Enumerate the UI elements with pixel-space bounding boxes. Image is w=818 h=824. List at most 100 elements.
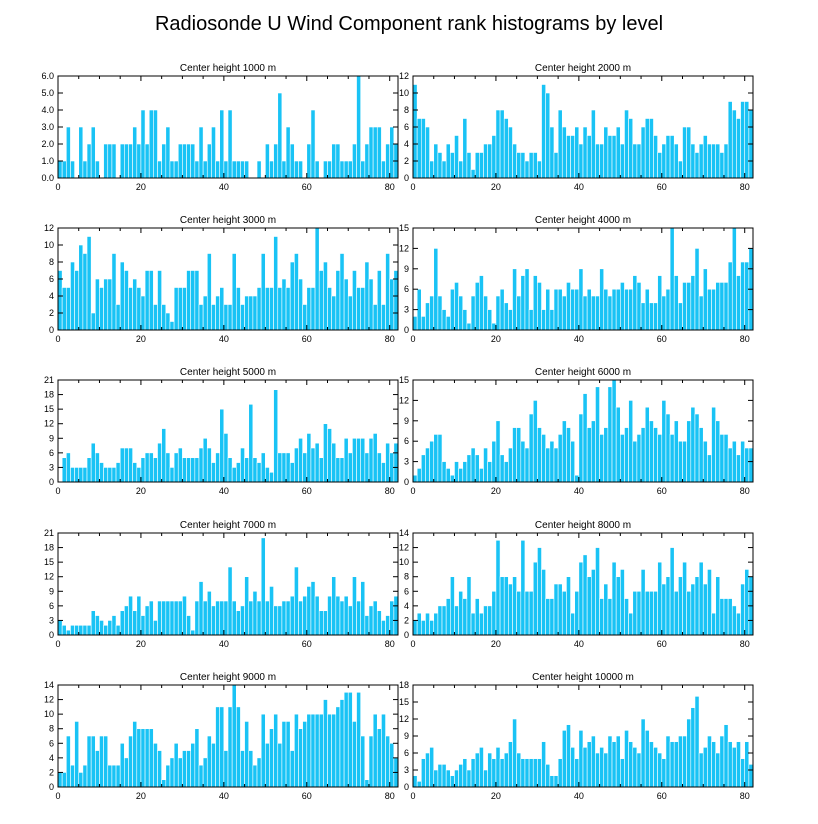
bar <box>335 143 341 179</box>
bar <box>557 288 563 331</box>
bar <box>352 270 357 331</box>
bar <box>607 598 613 636</box>
bar <box>389 742 395 788</box>
bar <box>165 126 171 179</box>
bar <box>182 457 187 483</box>
bar <box>136 467 142 483</box>
y-tick-label: 6 <box>49 448 54 458</box>
bar <box>235 462 241 483</box>
bar <box>82 624 88 636</box>
bar <box>260 537 266 636</box>
panel-title: Center height 9000 m <box>180 672 276 683</box>
bar <box>294 713 299 788</box>
bar <box>624 427 629 483</box>
bar <box>557 434 563 483</box>
bar <box>368 278 374 331</box>
bar <box>148 270 154 331</box>
bar <box>549 775 555 788</box>
bar <box>70 261 75 331</box>
bar <box>731 440 737 483</box>
bars <box>412 539 754 636</box>
bar <box>744 741 750 788</box>
bar <box>445 598 451 636</box>
bar <box>665 576 671 636</box>
y-tick-label: 4 <box>404 601 409 611</box>
bar <box>653 302 658 331</box>
y-tick-label: 0 <box>404 782 409 792</box>
bar <box>412 84 418 179</box>
bar <box>698 295 704 331</box>
bar <box>578 561 584 636</box>
bar <box>450 775 455 788</box>
bar <box>429 620 435 636</box>
bar <box>119 447 125 483</box>
bar <box>582 126 588 179</box>
bar <box>474 152 480 179</box>
bar <box>265 600 270 636</box>
bar <box>356 287 361 331</box>
bar <box>454 135 459 179</box>
bar <box>227 706 233 788</box>
bar <box>694 576 700 636</box>
y-tick-label: 15 <box>399 697 409 707</box>
bar <box>323 423 328 483</box>
bar <box>352 437 357 483</box>
bar <box>657 434 663 483</box>
x-tick-label: 20 <box>136 334 146 344</box>
bar <box>115 764 121 788</box>
bar <box>260 452 266 483</box>
bar <box>740 758 746 788</box>
bar <box>235 287 241 331</box>
bar <box>256 462 262 483</box>
y-tick-label: 15 <box>44 557 54 567</box>
bar <box>640 427 646 483</box>
bar <box>177 287 183 331</box>
bar <box>368 126 374 179</box>
y-tick-label: 8 <box>404 572 409 582</box>
bar <box>454 282 459 331</box>
bar <box>339 160 345 179</box>
bar <box>512 718 517 788</box>
bar <box>491 440 497 483</box>
bar <box>441 461 447 483</box>
bar <box>541 84 546 179</box>
y-tick-label: 10 <box>44 709 54 719</box>
bar <box>599 143 605 179</box>
bar <box>153 620 158 636</box>
bar <box>215 706 221 788</box>
bar <box>372 713 378 788</box>
bar <box>483 605 488 636</box>
bars <box>57 227 399 331</box>
bar <box>74 624 80 636</box>
bar <box>499 758 505 788</box>
bar <box>269 586 274 636</box>
bar <box>474 454 480 483</box>
bar <box>686 590 692 636</box>
bar <box>686 126 692 179</box>
y-tick-label: 12 <box>44 419 54 429</box>
bar <box>479 747 484 788</box>
bar <box>372 126 378 179</box>
bar <box>450 474 455 483</box>
bar <box>107 764 113 788</box>
bar <box>385 735 391 788</box>
bar <box>269 471 274 483</box>
bar <box>202 757 208 788</box>
bar <box>615 406 621 483</box>
y-tick-label: 12 <box>399 543 409 553</box>
bar <box>277 605 283 636</box>
bar <box>144 270 150 331</box>
y-tick-label: 2 <box>404 615 409 625</box>
bar <box>124 757 129 788</box>
bar <box>649 741 654 788</box>
bar <box>298 278 303 331</box>
y-tick-label: 4 <box>49 753 54 763</box>
bar <box>277 452 283 483</box>
bar <box>719 434 725 483</box>
bar <box>186 615 191 636</box>
bar <box>335 595 341 636</box>
bar <box>574 126 580 179</box>
bar <box>429 295 435 331</box>
bar <box>327 287 332 331</box>
histogram-panel-6: Center height 6000 m 0 20 40 60 80 0 3 6 9 12 15 <box>399 367 754 496</box>
